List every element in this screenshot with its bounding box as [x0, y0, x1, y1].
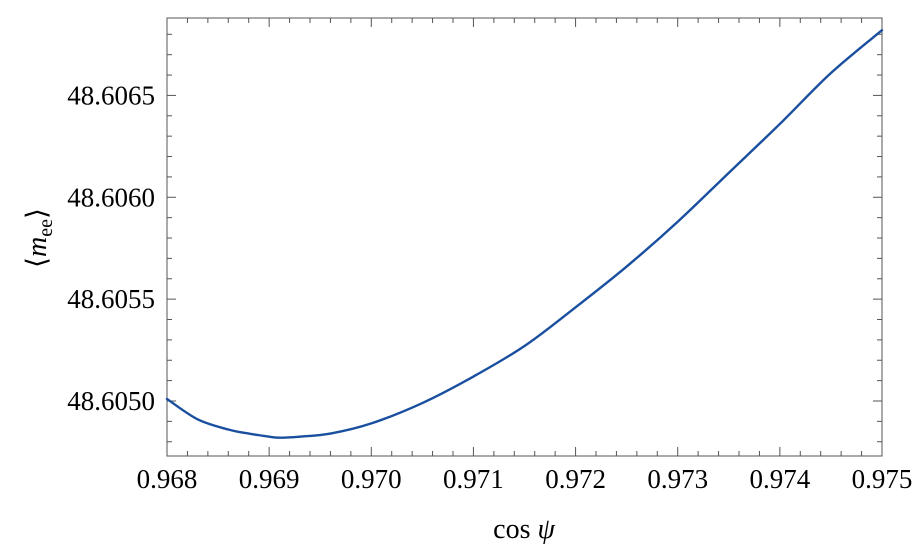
x-tick-label: 0.972 — [545, 464, 606, 494]
y-tick-label: 48.6050 — [67, 386, 155, 416]
y-axis-label: ⟨mee⟩ — [22, 208, 57, 268]
y-tick-label: 48.6060 — [67, 182, 155, 212]
x-tick-label: 0.974 — [749, 464, 810, 494]
x-tick-label: 0.973 — [647, 464, 708, 494]
x-axis-label: cos ψ — [493, 514, 555, 545]
plot-frame — [166, 17, 883, 457]
x-tick-label: 0.975 — [852, 464, 913, 494]
x-tick-label: 0.970 — [341, 464, 402, 494]
ticks — [166, 18, 883, 456]
y-tick-label: 48.6065 — [67, 80, 155, 110]
x-tick-label: 0.968 — [137, 464, 198, 494]
x-tick-label: 0.971 — [443, 464, 504, 494]
tick-labels: 0.968 0.969 0.970 0.971 0.972 0.973 0.974 0.975… — [67, 80, 912, 494]
y-tick-label: 48.6055 — [67, 284, 155, 314]
x-tick-label: 0.969 — [239, 464, 300, 494]
series-line — [165, 29, 884, 439]
